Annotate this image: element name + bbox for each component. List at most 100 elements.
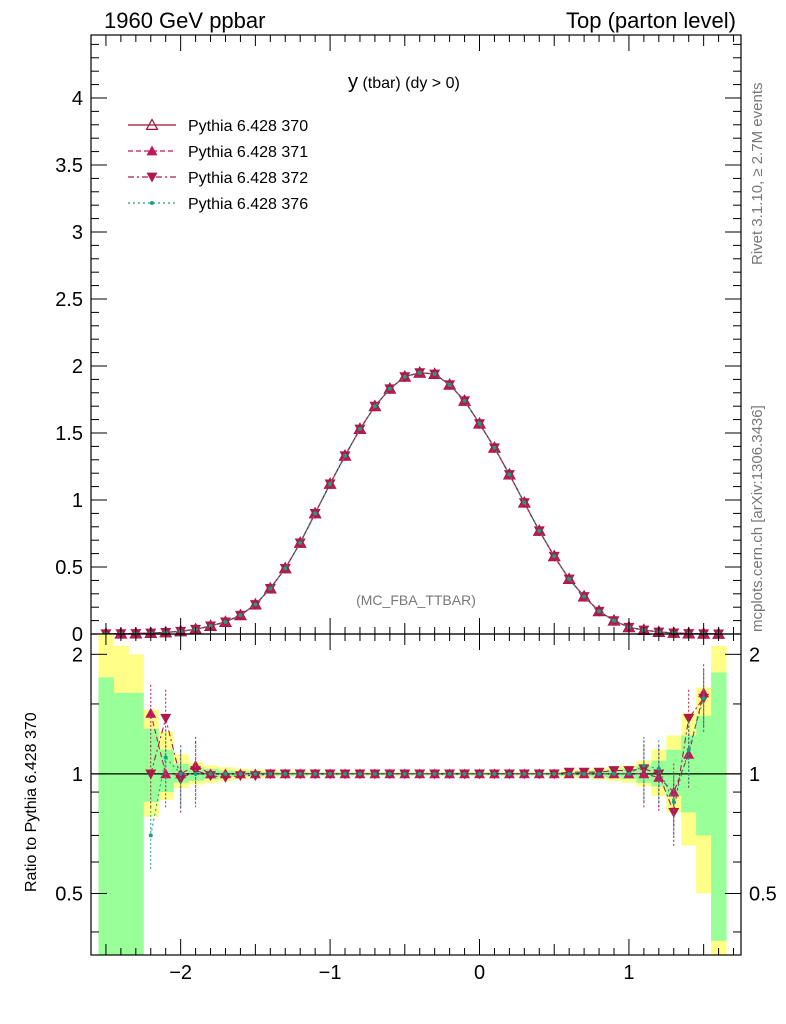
ratio-point (193, 771, 198, 776)
ratio-point (537, 771, 542, 776)
legend-label: Pythia 6.428 371 (188, 144, 308, 161)
legend-marker (150, 201, 154, 205)
data-point (298, 540, 303, 545)
ratio-point (552, 771, 557, 776)
data-point (343, 453, 348, 458)
y-tick-label: 1.5 (55, 423, 83, 445)
ratio-point (611, 771, 616, 776)
ratio-band-green (128, 692, 144, 955)
ratio-point (313, 771, 318, 776)
ratio-point (507, 771, 512, 776)
ratio-point (608, 766, 620, 776)
legend-label: Pythia 6.428 370 (188, 118, 308, 135)
legend-marker (145, 118, 159, 130)
ratio-point (668, 807, 680, 818)
ratio-band-green (98, 677, 114, 955)
data-point (357, 426, 362, 431)
x-tick-label: 0 (474, 962, 485, 984)
ratio-point (683, 713, 695, 724)
ratio-point (671, 799, 676, 804)
data-point (238, 613, 243, 618)
data-point (447, 382, 452, 387)
main-panel: 0 0.5 1 1.5 2 2.5 3 3.5 4 (55, 34, 742, 646)
ratio-point (343, 771, 348, 776)
ratio-point (145, 769, 157, 780)
ratio-point (249, 771, 261, 782)
data-point (313, 511, 318, 516)
ratio-y-tick-label-right: 0.5 (749, 883, 777, 905)
y-tick-label: 4 (72, 88, 83, 110)
series-line (105, 372, 719, 635)
ratio-point (701, 696, 706, 701)
ratio-point (417, 771, 422, 776)
ratio-series-line (150, 698, 705, 836)
ratio-point (447, 771, 452, 776)
ratio-point (178, 771, 183, 776)
ratio-frame (90, 633, 742, 956)
ratio-point (148, 833, 153, 838)
data-point (611, 618, 616, 623)
data-point (582, 594, 587, 599)
y-tick-label: 1 (72, 490, 83, 512)
header-right-label: Top (parton level) (566, 8, 736, 33)
ratio-point (387, 771, 392, 776)
legend: Pythia 6.428 370 Pythia 6.428 371 Pythia 6… (128, 118, 308, 213)
legend-marker (146, 172, 158, 183)
ratio-point (597, 771, 602, 776)
x-tick-label: −1 (319, 962, 342, 984)
plot-title-main: y (348, 71, 358, 93)
ratio-point (567, 771, 572, 776)
legend-label: Pythia 6.428 372 (188, 170, 308, 187)
ratio-band-green (711, 672, 727, 941)
ratio-y-tick-label-right: 1 (749, 764, 760, 786)
ratio-point (223, 771, 228, 776)
data-point (492, 445, 497, 450)
analysis-watermark: (MC_FBA_TTBAR) (356, 592, 476, 608)
data-point (387, 386, 392, 391)
ratio-point (298, 771, 303, 776)
data-point (417, 370, 422, 375)
ratio-point (686, 747, 691, 752)
ratio-point (238, 771, 243, 776)
ratio-y-tick-label-right: 2 (749, 644, 760, 666)
data-point (537, 528, 542, 533)
y-tick-label: 3.5 (55, 155, 83, 177)
ratio-point (372, 771, 377, 776)
ratio-point (641, 763, 646, 768)
ratio-point (283, 771, 288, 776)
y-tick-label: 0.5 (55, 557, 83, 579)
data-point (522, 500, 527, 505)
ratio-point (268, 771, 273, 776)
data-point (223, 619, 228, 624)
ratio-point (653, 769, 665, 780)
data-point (402, 374, 407, 379)
mcplots-label: mcplots.cern.ch [arXiv:1306.3436] (749, 405, 766, 632)
ratio-point (402, 771, 407, 776)
ratio-y-tick-label: 0.5 (55, 883, 83, 905)
ratio-point (175, 774, 187, 785)
plot-title: y (tbar) (dy > 0) (348, 71, 460, 93)
data-point (432, 372, 437, 377)
ratio-point (656, 766, 661, 771)
data-point (567, 577, 572, 582)
ratio-point (522, 771, 527, 776)
ratio-point (432, 771, 437, 776)
ratio-series-line (150, 697, 705, 815)
plot-title-sub: (tbar) (dy > 0) (358, 75, 460, 92)
ratio-point (208, 771, 213, 776)
x-tick-label: −2 (169, 962, 192, 984)
legend-marker (146, 145, 158, 156)
data-point (552, 554, 557, 559)
ratio-y-axis-label: Ratio to Pythia 6.428 370 (23, 712, 40, 892)
data-point (283, 566, 288, 571)
ratio-point (582, 771, 587, 776)
ratio-point (357, 771, 362, 776)
ratio-panel: −2 −1 0 1 0.5 0.5 1 1 2 2 (55, 633, 777, 984)
ratio-y-tick-label: 1 (72, 764, 83, 786)
y-tick-label: 2 (72, 356, 83, 378)
ratio-point (205, 771, 217, 782)
ratio-point (160, 713, 172, 724)
rivet-label: Rivet 3.1.10, ≥ 2.7M events (749, 83, 766, 266)
ratio-point (462, 771, 467, 776)
